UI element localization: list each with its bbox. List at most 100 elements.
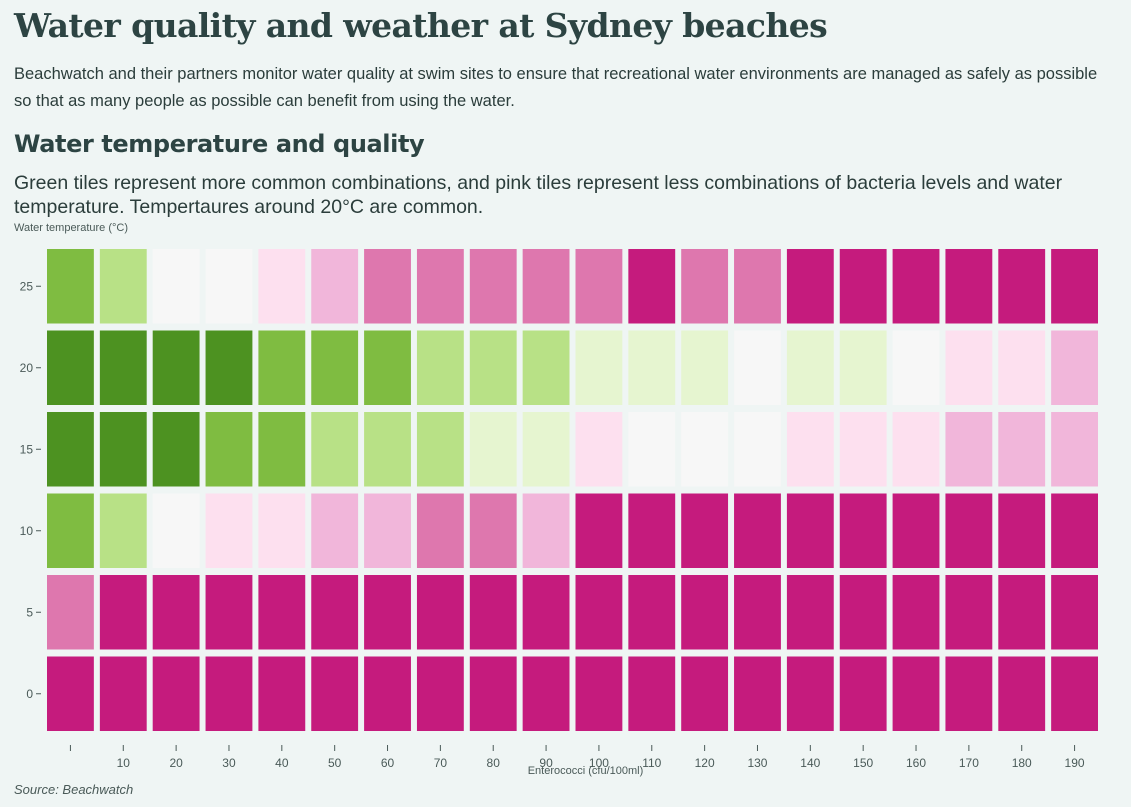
heatmap-tile bbox=[469, 330, 517, 405]
x-tick-label: 190 bbox=[1065, 756, 1085, 770]
heatmap-tile bbox=[469, 575, 517, 650]
heatmap-tile bbox=[575, 330, 623, 405]
heatmap-tile bbox=[575, 575, 623, 650]
heatmap-tile bbox=[416, 656, 464, 731]
heatmap-tile bbox=[364, 249, 411, 324]
heatmap-tile bbox=[734, 575, 781, 650]
y-axis: 25 20 15 10 5 0 bbox=[20, 279, 41, 701]
x-tick-label: 40 bbox=[275, 756, 289, 770]
heatmap-tile bbox=[945, 575, 993, 650]
heatmap-tile bbox=[469, 656, 517, 731]
heatmap-tile bbox=[416, 412, 464, 487]
heatmap-tile bbox=[786, 249, 834, 324]
heatmap-tile bbox=[205, 249, 253, 324]
heatmap-tile bbox=[311, 493, 359, 568]
heatmap-tile bbox=[628, 575, 676, 650]
heatmap-tile bbox=[628, 493, 676, 568]
heatmap-tiles bbox=[47, 249, 1098, 731]
heatmap-tile bbox=[575, 412, 623, 487]
heatmap-tile bbox=[152, 656, 200, 731]
heatmap-tile bbox=[311, 656, 359, 731]
intro-text: Beachwatch and their partners monitor wa… bbox=[14, 65, 1098, 110]
heatmap-tile bbox=[152, 412, 200, 487]
heatmap-tile bbox=[998, 656, 1046, 731]
x-tick-label: 140 bbox=[800, 756, 820, 770]
heatmap-tile bbox=[152, 330, 200, 405]
heatmap-tile bbox=[628, 330, 676, 405]
heatmap-tile bbox=[892, 412, 940, 487]
heatmap-tile bbox=[364, 330, 411, 405]
heatmap-tile bbox=[734, 656, 781, 731]
heatmap-tile bbox=[205, 656, 253, 731]
heatmap-tile bbox=[1051, 249, 1098, 324]
heatmap-tile bbox=[681, 412, 729, 487]
heatmap-tile bbox=[998, 575, 1046, 650]
y-tick-label: 15 bbox=[20, 442, 34, 456]
heatmap-tile bbox=[628, 412, 676, 487]
x-tick-label: 10 bbox=[117, 756, 131, 770]
heatmap-tile bbox=[945, 249, 993, 324]
x-tick-label: 130 bbox=[747, 756, 767, 770]
heatmap-tile bbox=[734, 412, 781, 487]
y-tick-label: 0 bbox=[26, 687, 33, 701]
heatmap-tile bbox=[99, 412, 147, 487]
y-tick-label: 10 bbox=[20, 524, 34, 538]
heatmap-tile bbox=[99, 330, 147, 405]
heatmap-tile bbox=[892, 330, 940, 405]
heatmap-tile bbox=[681, 656, 729, 731]
x-tick-label: 180 bbox=[1012, 756, 1032, 770]
heatmap-tile bbox=[522, 412, 570, 487]
heatmap-tile bbox=[522, 249, 570, 324]
page-title: Water quality and weather at Sydney beac… bbox=[14, 6, 828, 45]
heatmap-tile bbox=[152, 575, 200, 650]
heatmap-tile bbox=[258, 412, 306, 487]
heatmap-tile bbox=[575, 493, 623, 568]
heatmap-tile bbox=[99, 575, 147, 650]
heatmap-tile bbox=[99, 493, 147, 568]
x-axis: 10 20 30 40 50 60 70 80 90 100 110 120 130 140 150 160 1… bbox=[69, 745, 1085, 770]
heatmap-tile bbox=[205, 493, 253, 568]
heatmap-tile bbox=[152, 249, 200, 324]
heatmap-tile bbox=[364, 656, 411, 731]
heatmap-tile bbox=[311, 249, 359, 324]
heatmap-tile bbox=[469, 249, 517, 324]
heatmap-tile bbox=[998, 412, 1046, 487]
heatmap-tile bbox=[839, 412, 887, 487]
heatmap-tile bbox=[522, 330, 570, 405]
heatmap-tile bbox=[945, 330, 993, 405]
heatmap-tile bbox=[364, 412, 411, 487]
heatmap-tile bbox=[786, 412, 834, 487]
heatmap-tile bbox=[1051, 493, 1098, 568]
heatmap-tile bbox=[839, 249, 887, 324]
heatmap-tile bbox=[152, 493, 200, 568]
heatmap-tile bbox=[47, 656, 94, 731]
heatmap-tile bbox=[734, 493, 781, 568]
heatmap-tile bbox=[839, 330, 887, 405]
heatmap-tile bbox=[47, 575, 94, 650]
heatmap-tile bbox=[47, 493, 94, 568]
heatmap-tile bbox=[205, 330, 253, 405]
x-axis-label: Enterococci (cfu/100ml) bbox=[527, 765, 644, 777]
heatmap-tile bbox=[364, 575, 411, 650]
y-tick-label: 20 bbox=[20, 361, 34, 375]
heatmap-tile bbox=[258, 656, 306, 731]
x-tick-label: 70 bbox=[434, 756, 448, 770]
x-tick-label: 110 bbox=[642, 756, 661, 770]
heatmap-tile bbox=[681, 330, 729, 405]
heatmap-tile bbox=[311, 330, 359, 405]
heatmap-tile bbox=[311, 575, 359, 650]
heatmap-tile bbox=[47, 412, 94, 487]
heatmap-tile bbox=[892, 656, 940, 731]
heatmap-tile bbox=[1051, 656, 1098, 731]
heatmap-tile bbox=[945, 656, 993, 731]
heatmap-tile bbox=[416, 330, 464, 405]
heatmap-tile bbox=[575, 656, 623, 731]
heatmap-tile bbox=[734, 330, 781, 405]
heatmap-tile bbox=[786, 493, 834, 568]
heatmap-tile bbox=[628, 249, 676, 324]
heatmap-tile bbox=[311, 412, 359, 487]
heatmap-tile bbox=[628, 656, 676, 731]
heatmap-tile bbox=[47, 330, 94, 405]
x-tick-label: 170 bbox=[959, 756, 979, 770]
